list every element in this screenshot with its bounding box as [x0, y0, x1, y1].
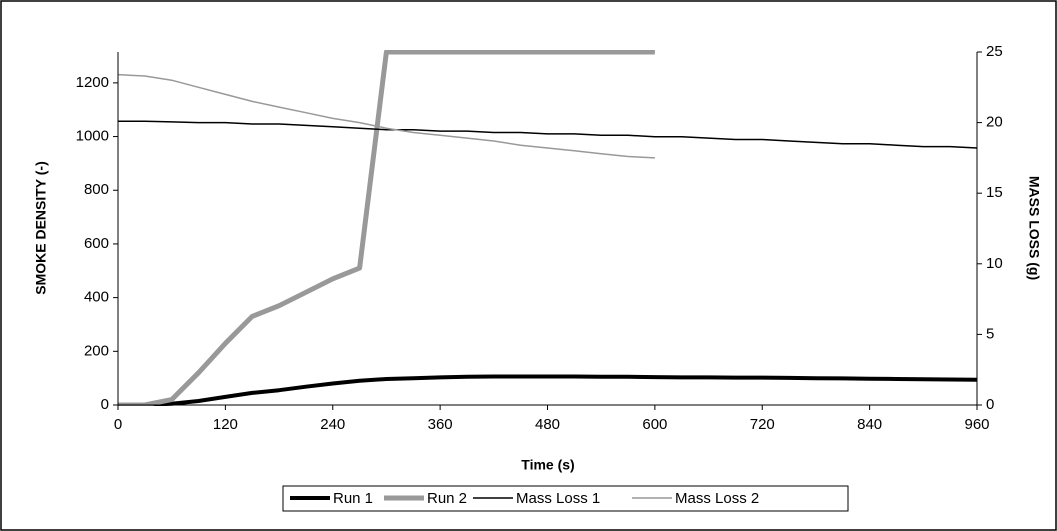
- series-line: [118, 50, 655, 406]
- legend-label: Mass Loss 1: [516, 490, 600, 507]
- y-tick-label: 800: [84, 181, 109, 198]
- y2-tick-label: 25: [986, 43, 1003, 60]
- y-tick-label: 200: [84, 342, 109, 359]
- x-axis-label: Time (s): [521, 457, 574, 473]
- y-tick-label: 400: [84, 289, 109, 306]
- x-tick-label: 600: [642, 416, 667, 433]
- series-line: [118, 374, 978, 406]
- plot-area: [118, 50, 978, 406]
- legend-label: Mass Loss 2: [675, 490, 759, 507]
- y-tick-label: 600: [84, 235, 109, 252]
- x-tick-label: 720: [750, 416, 775, 433]
- x-tick-label: 840: [857, 416, 882, 433]
- y2-axis-label: MASS LOSS (g): [1026, 176, 1042, 280]
- legend-label: Run 1: [333, 490, 373, 507]
- x-tick-label: 240: [320, 416, 345, 433]
- series-line: [118, 73, 655, 159]
- y2-tick-label: 10: [986, 255, 1003, 272]
- x-tick-label: 0: [114, 416, 122, 433]
- x-tick-label: 120: [213, 416, 238, 433]
- x-tick-label: 360: [428, 416, 453, 433]
- y-tick-label: 0: [101, 396, 109, 413]
- legend-label: Run 2: [427, 490, 467, 507]
- y2-tick-label: 5: [986, 325, 994, 342]
- legend-box: [282, 485, 849, 512]
- y-tick-label: 1000: [76, 128, 109, 145]
- y-axis-label: SMOKE DENSITY (-): [33, 161, 49, 295]
- y2-tick-label: 20: [986, 114, 1003, 131]
- x-tick-label: 480: [535, 416, 560, 433]
- y2-tick-label: 15: [986, 184, 1003, 201]
- series-line: [118, 120, 978, 149]
- y2-tick-label: 0: [986, 396, 994, 413]
- y-tick-label: 1200: [76, 74, 109, 91]
- x-tick-label: 960: [964, 416, 989, 433]
